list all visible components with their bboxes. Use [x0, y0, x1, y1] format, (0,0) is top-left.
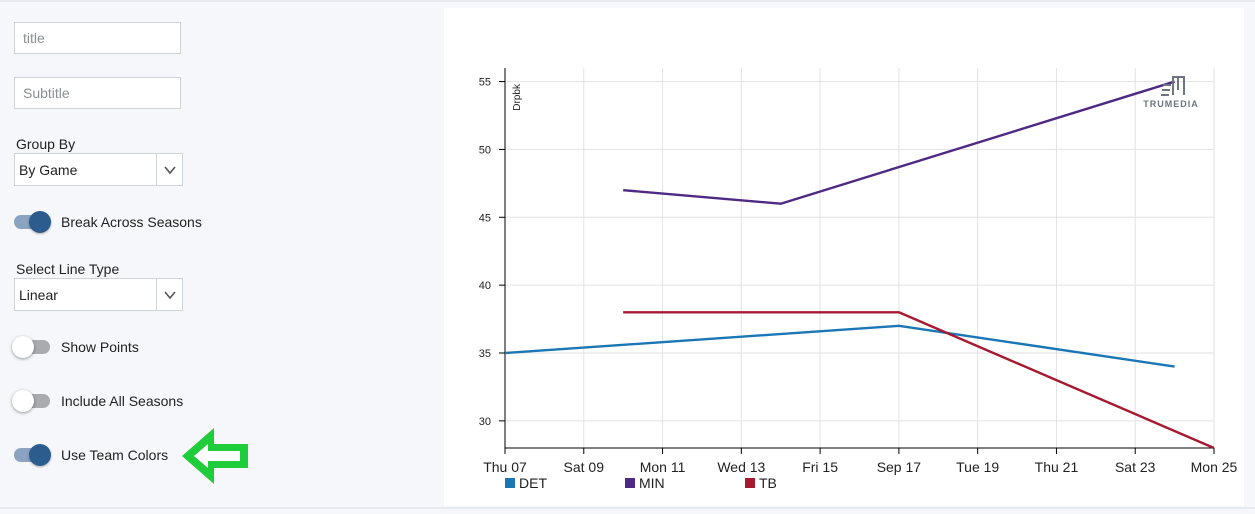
line-type-value: Linear [19, 287, 58, 303]
subtitle-input[interactable] [14, 77, 181, 109]
legend-swatch-tb [745, 478, 755, 488]
group-by-select[interactable]: By Game [14, 153, 183, 186]
trumedia-logo: TRUMEDIA [1143, 76, 1199, 109]
select-divider [156, 154, 157, 185]
x-tick-label: Fri 15 [802, 459, 838, 475]
legend-label-tb: TB [759, 475, 777, 491]
legend-label-det: DET [519, 475, 547, 491]
y-tick-label: 55 [479, 77, 491, 89]
line-type-select[interactable]: Linear [14, 278, 183, 311]
x-tick-label: Mon 25 [1191, 459, 1238, 475]
y-tick-label: 45 [479, 212, 491, 224]
x-tick-label: Sat 23 [1115, 459, 1156, 475]
x-tick-label: Thu 21 [1035, 459, 1079, 475]
legend-swatch-min [625, 478, 635, 488]
chevron-down-icon[interactable] [163, 163, 177, 177]
chevron-down-icon[interactable] [163, 288, 177, 302]
show-points-toggle[interactable] [12, 336, 52, 358]
x-tick-label: Wed 13 [717, 459, 765, 475]
line-chart: Thu 07 Sat 09 Mon 11 Wed 13 Fri 15 Sep 17 Tue … [479, 68, 1238, 491]
trumedia-logo-text: TRUMEDIA [1143, 99, 1199, 109]
break-across-seasons-toggle[interactable] [14, 211, 52, 233]
x-tick-label: Sat 09 [564, 459, 605, 475]
top-divider [0, 0, 1255, 2]
show-points-label: Show Points [61, 339, 139, 355]
include-all-seasons-toggle[interactable] [12, 390, 52, 412]
use-team-colors-label: Use Team Colors [61, 447, 169, 463]
toggle-knob [29, 444, 51, 466]
select-divider [156, 279, 157, 310]
break-across-seasons-label: Break Across Seasons [61, 214, 202, 230]
legend-swatch-det [505, 478, 515, 488]
y-axis-label: Drpbk [512, 83, 523, 111]
x-tick-label: Tue 19 [956, 459, 999, 475]
toggle-knob [12, 390, 34, 412]
chart-legend: DET MIN TB [505, 475, 777, 491]
series-line-min [623, 80, 1175, 205]
bottom-divider [0, 507, 1255, 509]
use-team-colors-toggle[interactable] [14, 444, 52, 466]
include-all-seasons-label: Include All Seasons [61, 393, 184, 409]
y-tick-label: 50 [479, 144, 491, 156]
group-by-value: By Game [19, 162, 78, 178]
y-tick-label: 40 [479, 280, 491, 292]
series-line-tb [623, 311, 1215, 450]
chart-panel: Thu 07 Sat 09 Mon 11 Wed 13 Fri 15 Sep 17 Tue … [444, 8, 1244, 506]
line-type-label: Select Line Type [16, 261, 120, 277]
y-tick-label: 30 [479, 416, 491, 428]
x-tick-label: Sep 17 [877, 459, 922, 475]
y-tick-label: 35 [479, 348, 491, 360]
toggle-knob [12, 336, 34, 358]
chart-settings-panel: Group By By Game Break Across Seasons Se… [0, 0, 440, 507]
x-tick-label: Thu 07 [483, 459, 527, 475]
title-input[interactable] [14, 22, 181, 54]
highlight-arrow-icon [182, 428, 248, 484]
chart-series [504, 80, 1215, 450]
legend-label-min: MIN [639, 475, 665, 491]
chart-grid [505, 68, 1215, 448]
toggle-knob [29, 211, 51, 233]
group-by-label: Group By [16, 136, 76, 152]
chart-axes: Thu 07 Sat 09 Mon 11 Wed 13 Fri 15 Sep 17 Tue … [479, 68, 1238, 475]
x-tick-label: Mon 11 [640, 459, 686, 475]
series-line-det [504, 324, 1175, 368]
